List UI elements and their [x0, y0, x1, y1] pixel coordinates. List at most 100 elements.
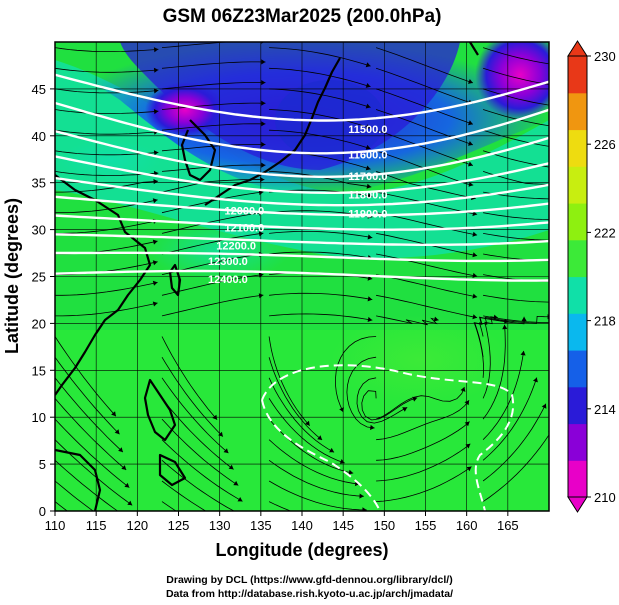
streamline-arrow: [152, 198, 158, 204]
height-contour: [55, 269, 549, 282]
streamline-arrow: [317, 435, 323, 440]
streamline: [161, 123, 266, 131]
credit-line-1: Drawing by DCL (https://www.gfd-dennou.o…: [166, 574, 453, 586]
streamline-arrow: [153, 179, 158, 185]
streamline: [269, 109, 371, 129]
colorbar-tick-label: 218: [594, 314, 616, 329]
streamline: [268, 501, 292, 511]
streamline-arrow: [258, 190, 264, 196]
height-contour: [55, 214, 549, 231]
streamline-arrow: [464, 400, 470, 406]
streamline: [375, 88, 474, 125]
streamline: [483, 233, 549, 241]
x-tick-label: 120: [126, 518, 148, 533]
streamline: [55, 356, 120, 435]
streamline: [268, 377, 335, 453]
streamline: [55, 377, 124, 453]
streamline: [268, 357, 323, 441]
colorbar-tick-label: 210: [594, 490, 616, 505]
streamline: [346, 356, 377, 429]
streamline-arrow: [121, 465, 127, 470]
streamline: [376, 443, 471, 482]
streamline: [482, 316, 499, 399]
streamline: [161, 102, 266, 110]
streamline: [269, 251, 373, 259]
colorbar-segment: [568, 460, 587, 498]
streamline: [482, 47, 549, 65]
streamline-arrow: [152, 260, 158, 266]
streamline: [482, 171, 549, 185]
colorbar-frame: [567, 55, 588, 498]
colorbar-tick-label: 230: [594, 49, 616, 64]
x-tick-label: 155: [415, 518, 437, 533]
streamline-arrow: [114, 429, 120, 435]
x-tick-label: 125: [168, 518, 190, 533]
streamlines: [55, 42, 549, 534]
streamline-arrow: [468, 120, 473, 126]
streamline-arrow: [460, 387, 466, 392]
streamline: [161, 232, 264, 255]
streamline-arrow: [258, 231, 264, 237]
streamline-arrow: [468, 161, 473, 167]
streamline: [268, 480, 367, 511]
streamline: [55, 180, 158, 193]
streamline: [55, 88, 159, 94]
colorbar-segment: [568, 276, 587, 314]
colorbar-tick-label: 226: [594, 137, 616, 152]
x-tick-label: 135: [250, 518, 272, 533]
contour-label: 11700.0: [348, 171, 387, 183]
x-tick-label: 145: [332, 518, 354, 533]
streamline: [161, 439, 243, 502]
streamline: [478, 315, 549, 337]
coastline-luzon: [143, 378, 177, 442]
streamline-arrow: [339, 459, 345, 464]
streamline-arrow: [223, 448, 229, 454]
colorbar-segment: [568, 166, 587, 204]
streamline-arrow: [241, 513, 246, 518]
streamline-arrow: [245, 529, 250, 534]
streamline: [483, 294, 549, 303]
streamline: [376, 315, 439, 326]
streamline: [375, 47, 474, 84]
streamline-arrow: [260, 177, 265, 183]
streamline-arrow: [502, 324, 508, 330]
contour-label: 11600.0: [348, 149, 387, 161]
x-tick-label: 115: [86, 518, 107, 533]
streamline-arrow: [258, 272, 264, 278]
height-contour: [55, 233, 549, 246]
streamline-arrow: [212, 414, 218, 420]
streamline: [483, 212, 549, 220]
streamline: [55, 282, 158, 296]
streamline: [361, 390, 418, 421]
streamline: [269, 129, 371, 150]
colorbar-segment: [568, 92, 587, 131]
streamline-arrow: [261, 141, 266, 147]
streamline-arrow: [153, 47, 159, 53]
streamline: [161, 418, 239, 486]
streamline-arrow: [153, 88, 159, 94]
streamline-arrow: [465, 443, 471, 449]
contour-label: 12000.0: [224, 206, 264, 218]
streamline: [483, 315, 549, 324]
streamline-arrow: [365, 103, 371, 109]
streamline-arrow: [359, 493, 364, 499]
colorbar-segment: [568, 313, 587, 351]
y-tick-label: 25: [32, 270, 46, 285]
contour-label: 11900.0: [348, 208, 387, 220]
streamline-arrow: [520, 350, 526, 356]
streamline: [161, 212, 264, 234]
streamline: [482, 434, 549, 502]
streamline: [482, 403, 547, 482]
height-contour: [55, 195, 549, 217]
credit-line-2: Data from http://database.rish.kyoto-u.a…: [165, 588, 454, 600]
streamline: [55, 109, 159, 114]
streamline-arrow: [118, 447, 123, 453]
streamline-arrow: [541, 403, 547, 409]
contour-label: 12400.0: [208, 274, 248, 286]
streamline: [55, 336, 117, 417]
streamline: [55, 398, 127, 471]
streamline: [55, 302, 158, 317]
streamline-arrow: [468, 141, 473, 146]
x-tick-label: 130: [209, 518, 231, 533]
streamline-arrow: [261, 59, 266, 65]
